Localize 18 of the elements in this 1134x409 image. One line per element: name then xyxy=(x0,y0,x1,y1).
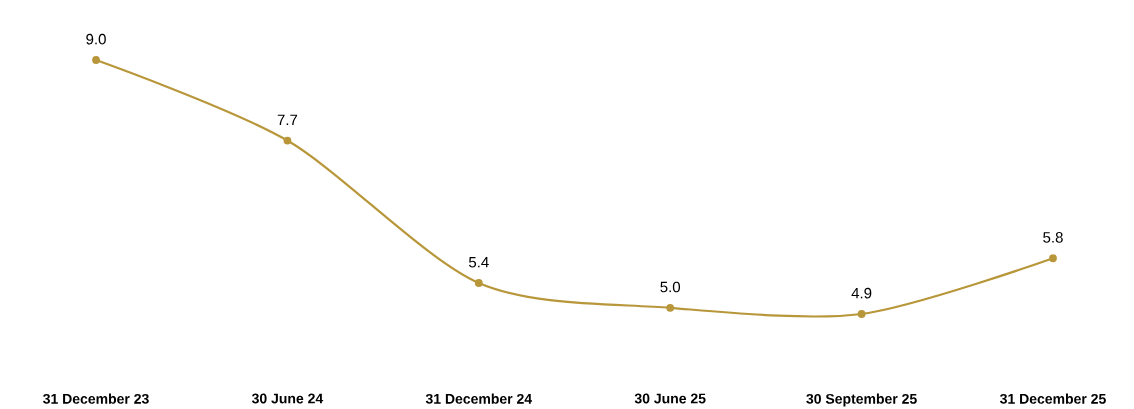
point xyxy=(666,303,675,312)
data-label: 9.0 xyxy=(86,33,106,45)
point xyxy=(474,279,483,287)
x-tick-label: 30 June 25 xyxy=(634,393,706,404)
data-label: 5.0 xyxy=(660,281,681,293)
data-label: 5.4 xyxy=(468,257,489,268)
point xyxy=(283,136,292,145)
x-tick-label: 31 December 23 xyxy=(43,393,149,404)
x-tick-label: 30 September 25 xyxy=(806,393,917,407)
x-tick-label: 30 June 24 xyxy=(251,393,324,404)
point xyxy=(92,56,100,64)
point xyxy=(857,310,866,318)
data-label: 7.7 xyxy=(277,114,298,125)
x-tick-label: 31 December 24 xyxy=(425,393,533,404)
x-tick-label: 31 December 25 xyxy=(999,393,1106,404)
data-label: 5.8 xyxy=(1043,232,1063,243)
data-label: 4.9 xyxy=(851,287,872,299)
point xyxy=(1049,254,1057,263)
